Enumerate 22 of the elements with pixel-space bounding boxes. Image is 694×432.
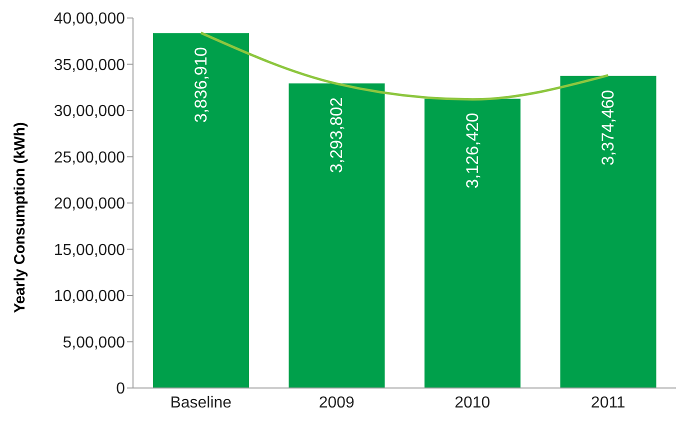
data-label: 3,836,910 [192, 47, 210, 123]
y-tick-label: 0 [116, 380, 126, 398]
data-label: 3,293,802 [327, 97, 346, 173]
y-tick-label: 30,00,000 [54, 103, 126, 120]
y-tick-label: 40,00,000 [54, 10, 126, 28]
data-label: 3,126,420 [463, 112, 482, 188]
y-tick-label: 5,00,000 [62, 334, 126, 352]
y-tick-label: 10,00,000 [54, 288, 126, 306]
y-tick-label: 15,00,000 [54, 242, 126, 259]
bar [424, 98, 520, 388]
bar [288, 83, 385, 388]
bar [153, 33, 249, 388]
bar [560, 76, 656, 388]
y-tick-label: 20,00,000 [54, 196, 126, 213]
y-tick-label: 25,00,000 [54, 149, 126, 166]
x-tick-label: Baseline [170, 394, 232, 412]
x-tick-label: 2010 [454, 394, 490, 412]
x-tick-label: 2009 [318, 394, 355, 412]
x-tick-label: 2011 [590, 394, 626, 412]
y-tick-label: 35,00,000 [54, 56, 126, 74]
data-label: 3,374,460 [598, 90, 618, 166]
y-axis-title: Yearly Consumption (kWh) [11, 122, 28, 313]
